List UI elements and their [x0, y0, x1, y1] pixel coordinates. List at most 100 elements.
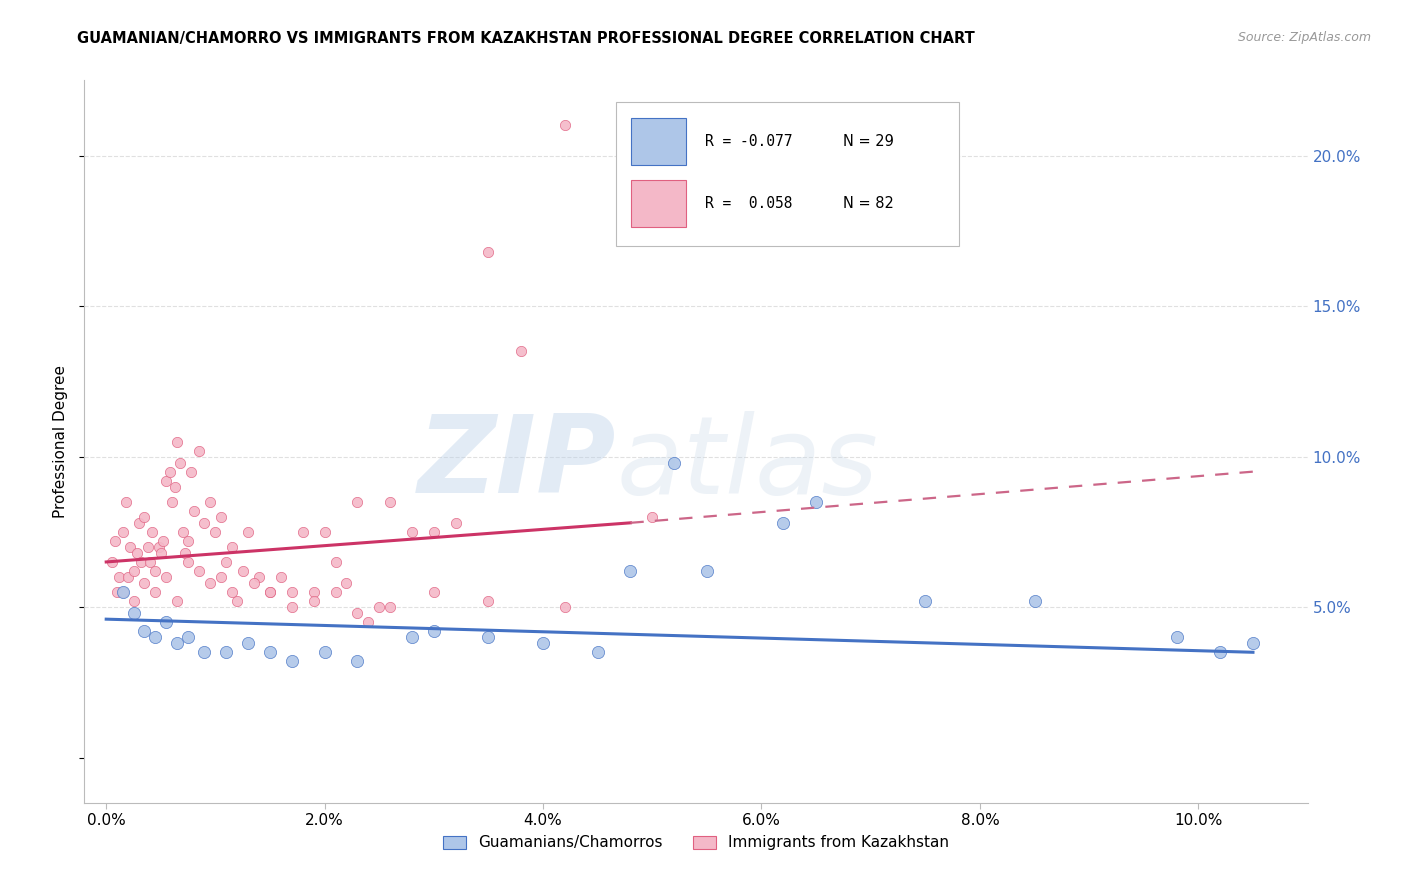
Point: [134, 509, 156, 524]
Point: [380, 494, 402, 508]
Point: [1241, 636, 1264, 650]
Point: [281, 654, 304, 668]
Point: [204, 524, 226, 539]
Point: [125, 546, 148, 560]
Point: [242, 576, 264, 591]
FancyBboxPatch shape: [616, 102, 959, 246]
Text: atlas: atlas: [616, 410, 879, 516]
Point: [139, 555, 162, 569]
Point: [314, 645, 336, 659]
Point: [423, 624, 446, 639]
Point: [128, 516, 150, 530]
Point: [198, 494, 221, 508]
Point: [180, 465, 202, 479]
FancyBboxPatch shape: [631, 179, 686, 227]
Point: [281, 600, 304, 615]
Point: [100, 555, 122, 569]
Point: [346, 494, 368, 508]
Point: [215, 645, 238, 659]
Point: [477, 594, 499, 608]
Point: [531, 636, 554, 650]
Text: N = 82: N = 82: [842, 195, 894, 211]
Y-axis label: Professional Degree: Professional Degree: [53, 365, 69, 518]
Point: [129, 555, 152, 569]
Point: [259, 585, 281, 599]
Point: [554, 119, 576, 133]
Point: [122, 606, 145, 620]
Point: [111, 524, 134, 539]
Point: [291, 524, 314, 539]
Point: [804, 494, 827, 508]
Text: R =  0.058: R = 0.058: [704, 195, 792, 211]
Point: [226, 594, 249, 608]
Point: [148, 540, 170, 554]
Point: [444, 516, 467, 530]
Point: [477, 244, 499, 259]
Point: [368, 600, 391, 615]
Point: [143, 585, 166, 599]
Text: ZIP: ZIP: [418, 410, 616, 516]
Point: [554, 600, 576, 615]
Point: [166, 636, 188, 650]
FancyBboxPatch shape: [631, 119, 686, 165]
Point: [238, 524, 260, 539]
Point: [111, 585, 134, 599]
Point: [346, 654, 368, 668]
Point: [193, 516, 215, 530]
Point: [401, 524, 423, 539]
Point: [122, 594, 145, 608]
Point: [177, 533, 200, 548]
Point: [423, 585, 446, 599]
Point: [215, 555, 238, 569]
Point: [169, 456, 191, 470]
Point: [662, 456, 685, 470]
Text: GUAMANIAN/CHAMORRO VS IMMIGRANTS FROM KAZAKHSTAN PROFESSIONAL DEGREE CORRELATION: GUAMANIAN/CHAMORRO VS IMMIGRANTS FROM KA…: [77, 31, 976, 46]
Point: [380, 600, 402, 615]
Point: [772, 516, 794, 530]
Point: [209, 570, 232, 584]
Point: [188, 443, 211, 458]
Text: R = -0.077: R = -0.077: [704, 134, 792, 149]
Point: [188, 564, 211, 578]
Point: [221, 540, 243, 554]
Point: [1166, 630, 1188, 644]
Point: [302, 585, 325, 599]
Point: [134, 624, 156, 639]
Point: [619, 564, 641, 578]
Point: [335, 576, 357, 591]
Point: [247, 570, 270, 584]
Point: [198, 576, 221, 591]
Legend: Guamanians/Chamorros, Immigrants from Kazakhstan: Guamanians/Chamorros, Immigrants from Ka…: [437, 830, 955, 856]
Point: [281, 585, 304, 599]
Text: Source: ZipAtlas.com: Source: ZipAtlas.com: [1237, 31, 1371, 45]
Point: [238, 636, 260, 650]
Point: [143, 630, 166, 644]
Point: [641, 509, 664, 524]
Point: [270, 570, 292, 584]
Point: [183, 504, 205, 518]
Point: [134, 576, 156, 591]
Point: [193, 645, 215, 659]
Point: [221, 585, 243, 599]
Point: [104, 533, 127, 548]
Point: [173, 546, 195, 560]
Point: [120, 540, 142, 554]
Point: [159, 465, 181, 479]
Point: [325, 585, 347, 599]
Point: [510, 344, 533, 359]
Point: [302, 594, 325, 608]
Point: [141, 524, 163, 539]
Point: [117, 570, 139, 584]
Point: [122, 564, 145, 578]
Point: [586, 645, 609, 659]
Point: [914, 594, 936, 608]
Point: [177, 555, 200, 569]
Point: [155, 570, 177, 584]
Text: N = 29: N = 29: [842, 134, 894, 149]
Point: [1209, 645, 1232, 659]
Point: [357, 615, 380, 630]
Point: [423, 524, 446, 539]
Point: [160, 494, 183, 508]
Point: [477, 630, 499, 644]
Point: [166, 594, 188, 608]
